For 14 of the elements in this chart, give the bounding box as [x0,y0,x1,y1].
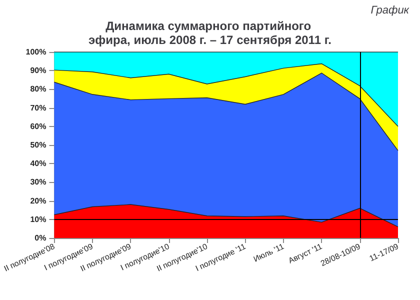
chart-title: Динамика суммарного партийного эфира, июль 2008 г. – 17 сентября 2011 г. [88,19,332,47]
y-tick-label: 30% [30,178,46,187]
text: График [370,4,410,16]
y-tick-label: 20% [30,196,46,206]
y-tick-label: 10% [30,214,46,224]
y-tick-label: 70% [30,103,46,112]
y-tick-label: 50% [30,140,46,150]
y-tick-label: 40% [30,159,46,168]
y-tick-label: 60% [30,122,46,131]
x-tick-label: Июль '11 [252,242,286,264]
y-tick-label: 0% [34,234,46,242]
y-tick-label: 100% [26,48,46,56]
y-tick-label: 90% [30,66,46,76]
y-tick-label: 80% [30,84,46,94]
